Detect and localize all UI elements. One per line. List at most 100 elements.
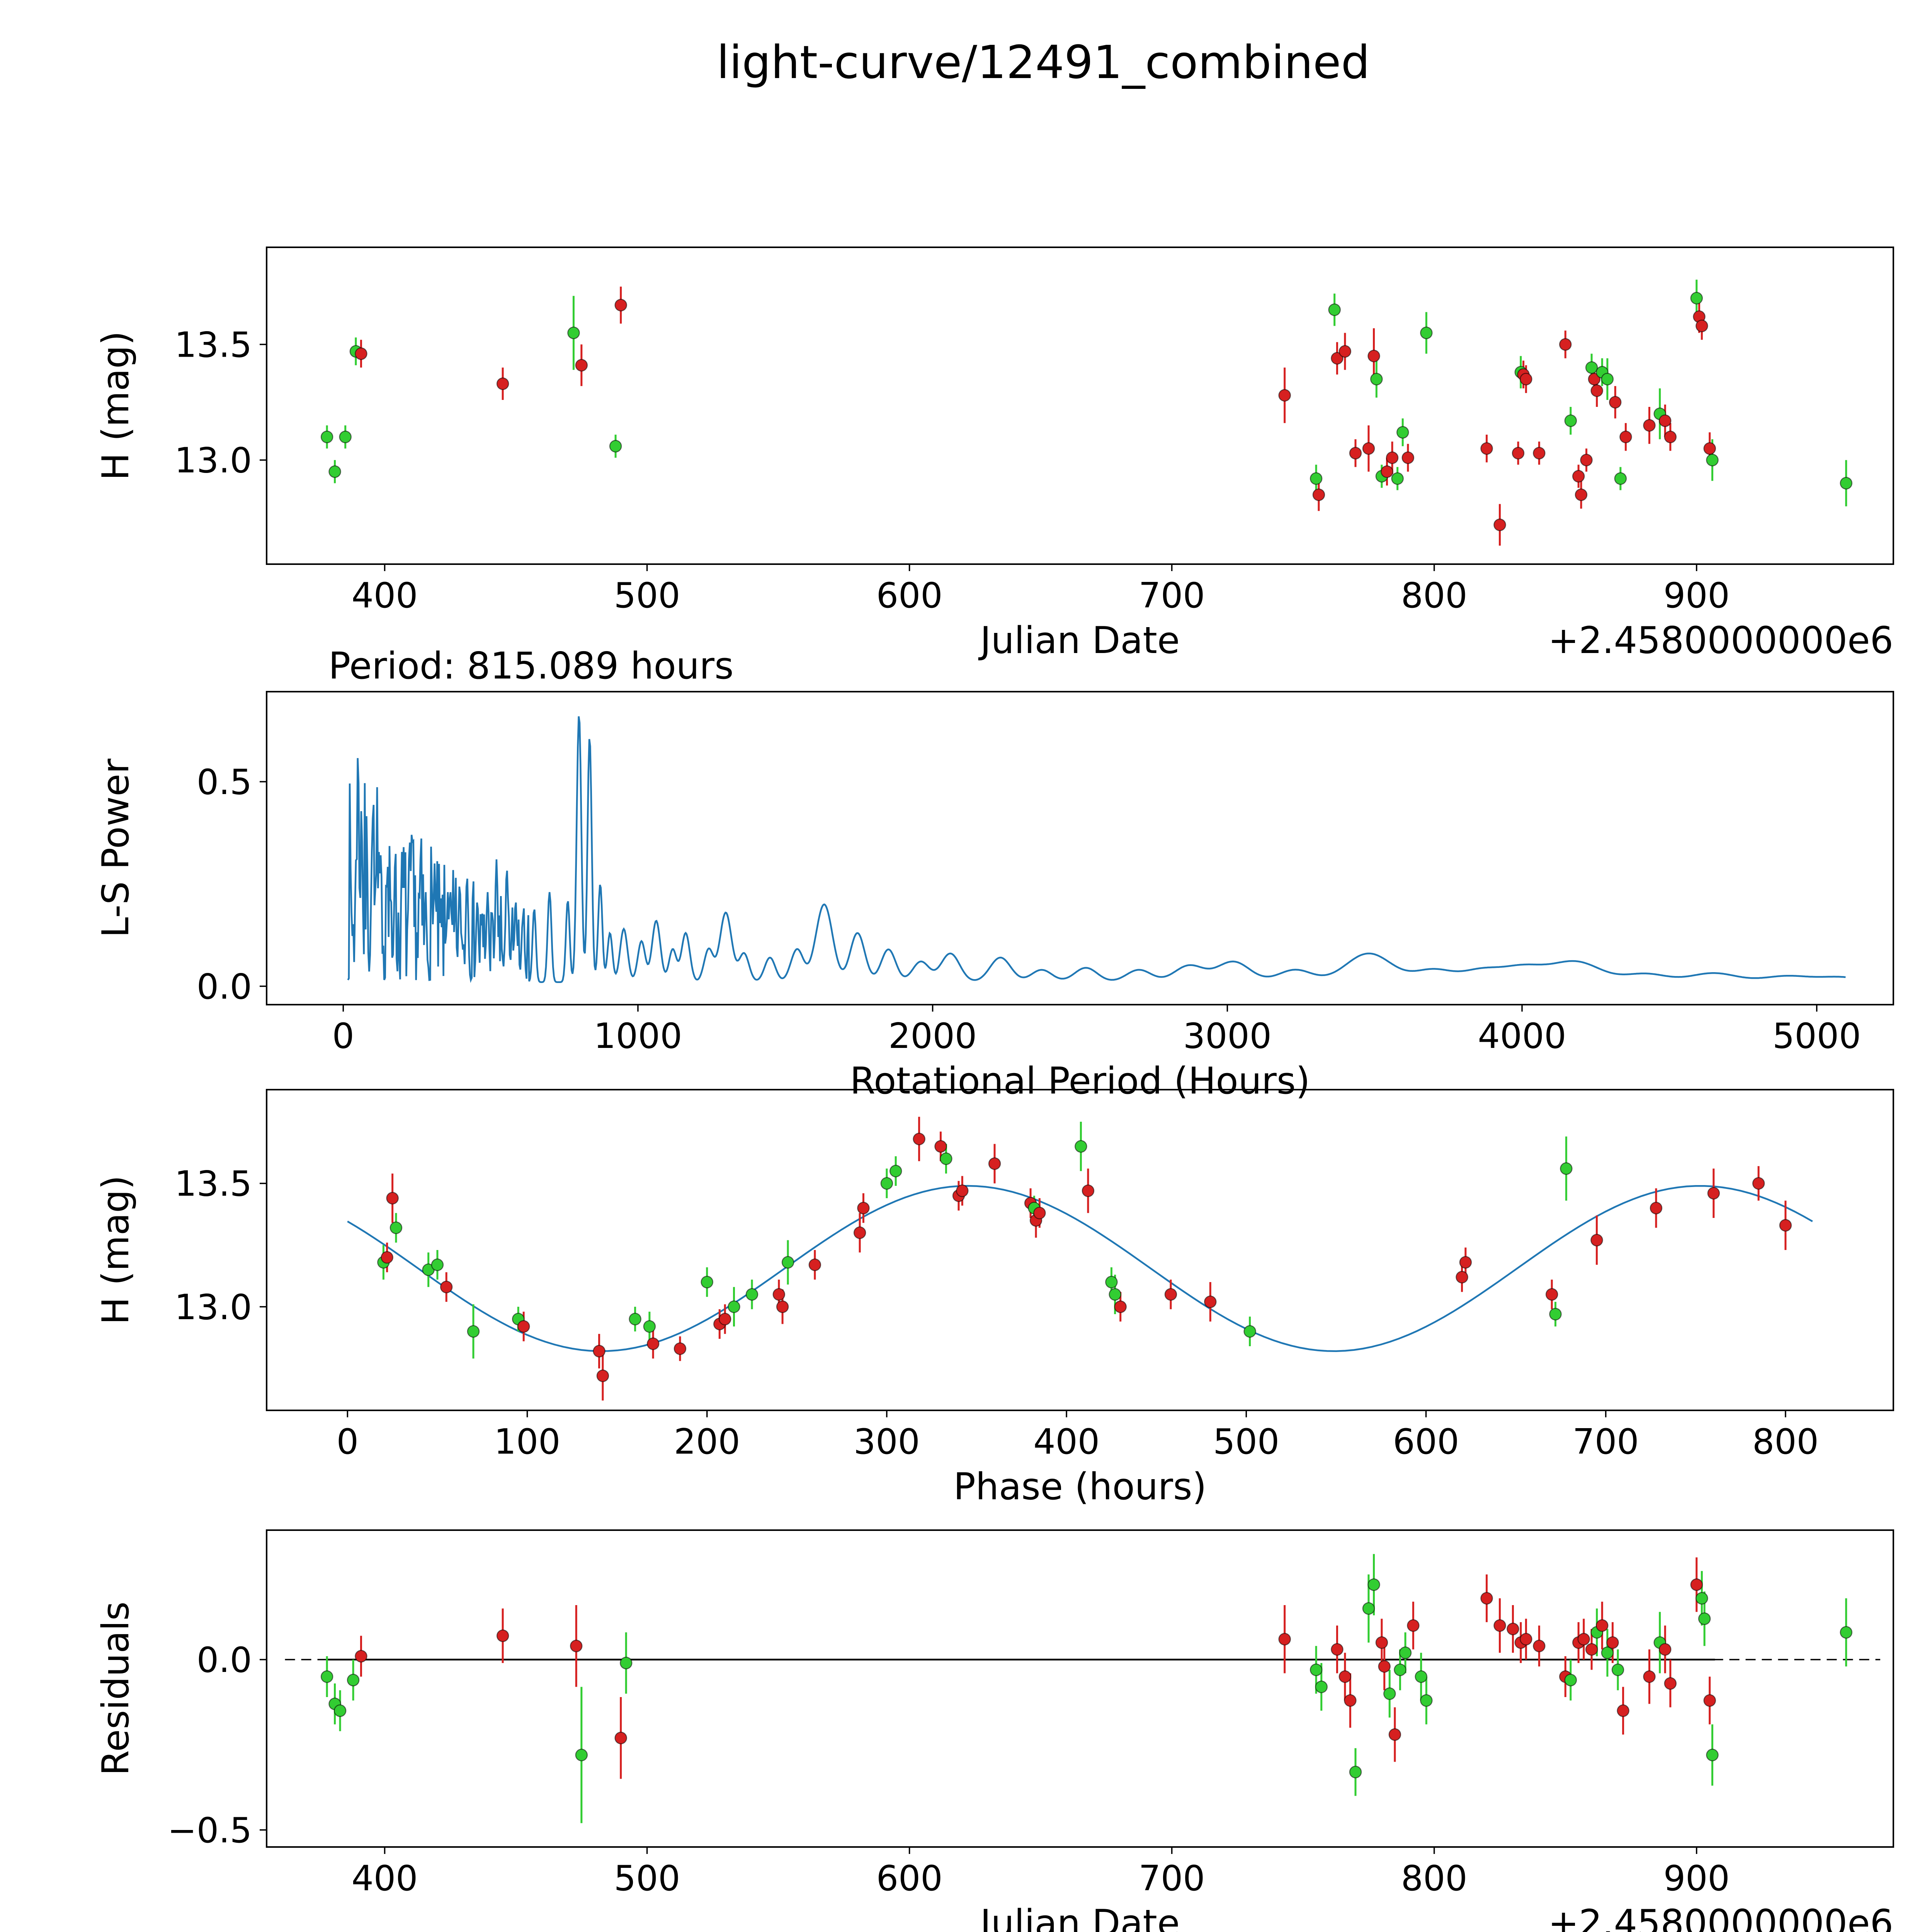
data-point [1375, 1636, 1388, 1649]
x-tick-label: 300 [854, 1422, 920, 1462]
data-point [1328, 303, 1341, 316]
data-point [1585, 361, 1598, 374]
data-point [1278, 389, 1291, 402]
data-point [1533, 1639, 1546, 1653]
data-point [1362, 442, 1375, 455]
data-point [745, 1288, 759, 1301]
data-point [1420, 1694, 1433, 1707]
data-point [988, 1157, 1001, 1170]
data-point [467, 1325, 480, 1338]
data-point [575, 359, 588, 372]
data-point [355, 1650, 367, 1663]
x-tick-label: 500 [614, 575, 680, 616]
data-point [1696, 320, 1708, 332]
data-point [1493, 518, 1506, 531]
data-point [1664, 1677, 1677, 1690]
data-point [728, 1300, 740, 1313]
x-tick-label: 400 [352, 575, 418, 616]
data-point [1075, 1140, 1087, 1153]
data-point [1344, 1694, 1357, 1707]
data-point [1643, 419, 1656, 432]
data-point [1312, 488, 1325, 501]
x-tick-label: 400 [352, 1858, 418, 1899]
data-point [1204, 1295, 1217, 1308]
data-point [570, 1639, 583, 1653]
data-point [1315, 1680, 1328, 1693]
panel1-xlabel: Julian Date [980, 619, 1180, 662]
x-tick-label: 600 [876, 575, 943, 616]
x-tick-label: 5000 [1772, 1016, 1861, 1056]
data-point [629, 1313, 641, 1326]
y-tick-label: 13.5 [175, 325, 252, 365]
data-point [1707, 1187, 1720, 1200]
data-point [1512, 447, 1525, 459]
data-point [1690, 1578, 1703, 1591]
data-point [646, 1337, 660, 1350]
data-point [1370, 372, 1383, 386]
data-point [772, 1288, 786, 1301]
data-point [496, 377, 509, 390]
data-point [1580, 454, 1593, 466]
panel3-ylabel: H (mag) [95, 1175, 137, 1325]
data-point [1596, 1619, 1609, 1632]
data-point [1331, 1643, 1344, 1656]
x-tick-label: 800 [1401, 575, 1468, 616]
data-point [1459, 1256, 1472, 1269]
y-tick-label: 13.0 [175, 1287, 252, 1328]
data-point [1658, 414, 1672, 427]
data-point [1601, 1646, 1614, 1659]
data-point [1590, 384, 1603, 397]
x-tick-label: 200 [674, 1422, 740, 1462]
data-point [1564, 414, 1577, 427]
data-point [1706, 454, 1719, 466]
panel1-x-offset-label: +2.4580000000e6 [1548, 619, 1893, 662]
data-point [1415, 1670, 1427, 1683]
axes-frame [266, 1089, 1894, 1411]
data-point [956, 1184, 969, 1197]
data-point [673, 1342, 687, 1355]
x-tick-label: 400 [1033, 1422, 1100, 1462]
data-point [1388, 1728, 1401, 1741]
x-tick-label: 600 [876, 1858, 943, 1899]
data-point [1706, 1748, 1719, 1762]
data-point [440, 1281, 453, 1294]
data-point [1840, 1626, 1853, 1639]
data-point [1383, 1687, 1396, 1700]
data-point [1560, 1162, 1573, 1175]
data-point [1698, 1612, 1711, 1625]
axes-frame [266, 247, 1894, 565]
x-tick-label: 500 [1213, 1422, 1279, 1462]
data-point [1606, 1636, 1619, 1649]
data-point [1420, 327, 1433, 339]
data-point [1590, 1234, 1603, 1247]
x-tick-label: 100 [494, 1422, 561, 1462]
data-point [381, 1251, 393, 1264]
x-tick-label: 0 [337, 1422, 359, 1462]
data-point [1520, 1633, 1532, 1646]
phase-fit-curve [347, 1185, 1813, 1352]
data-point [1399, 1646, 1412, 1659]
data-point [1362, 1602, 1375, 1615]
data-point [1614, 472, 1627, 485]
data-point [1082, 1184, 1095, 1197]
data-point [614, 299, 627, 311]
x-tick-label: 1000 [594, 1016, 682, 1056]
data-point [567, 327, 580, 339]
data-point [1310, 1663, 1323, 1676]
data-point [1407, 1619, 1420, 1632]
data-point [1378, 1660, 1391, 1673]
data-point [1575, 488, 1588, 501]
x-tick-label: 3000 [1183, 1016, 1272, 1056]
data-point [1391, 472, 1404, 485]
data-point [1549, 1308, 1562, 1321]
data-point [940, 1152, 952, 1165]
data-point [1696, 1592, 1708, 1605]
data-point [1033, 1206, 1046, 1219]
y-tick-label: 13.0 [175, 440, 252, 481]
y-tick-label: 0.5 [197, 762, 252, 803]
data-point [1545, 1288, 1558, 1301]
x-tick-label: 900 [1663, 1858, 1730, 1899]
data-point [496, 1629, 509, 1642]
data-point [593, 1345, 605, 1358]
